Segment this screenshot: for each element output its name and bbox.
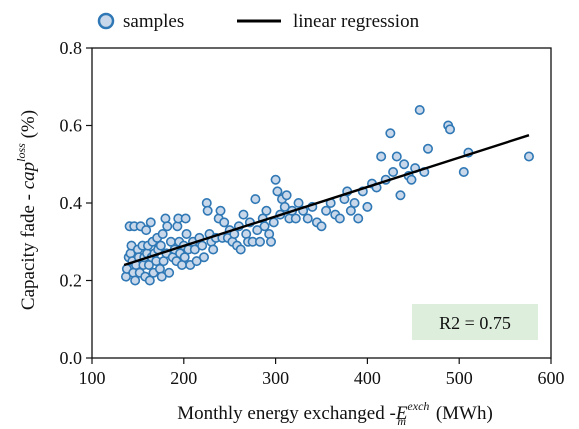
sample-point <box>202 205 213 216</box>
sample-point <box>349 198 360 209</box>
sample-point <box>179 252 190 263</box>
sample-point <box>268 217 279 228</box>
regression-line <box>123 134 530 267</box>
sample-point <box>254 236 265 247</box>
sample-point <box>215 205 226 216</box>
sample-point <box>157 229 168 240</box>
sample-point <box>399 159 410 170</box>
sample-point <box>316 221 327 232</box>
sample-point <box>261 205 272 216</box>
sample-point <box>345 205 356 216</box>
sample-points <box>120 105 534 286</box>
sample-point <box>376 151 387 162</box>
y-tick-label: 0.0 <box>60 348 83 368</box>
sample-point <box>259 221 270 232</box>
sample-point <box>130 275 141 286</box>
sample-point <box>197 240 208 251</box>
x-axis-ticks: 100 200 300 400 500 600 <box>79 358 565 388</box>
sample-point <box>406 174 417 185</box>
y-tick-label: 0.2 <box>60 271 83 291</box>
sample-point <box>422 143 433 154</box>
sample-point <box>198 252 209 263</box>
sample-point <box>235 244 246 255</box>
y-tick-label: 0.8 <box>60 38 83 58</box>
y-axis-label: Capacity fade - caploss (%) <box>14 110 39 310</box>
regression-line-group <box>123 134 530 267</box>
sample-point <box>290 213 301 224</box>
sample-point <box>144 275 155 286</box>
sample-point <box>321 205 332 216</box>
sample-point <box>395 190 406 201</box>
sample-point <box>281 190 292 201</box>
r2-annotation-text: R2 = 0.75 <box>439 313 511 333</box>
sample-point <box>293 198 304 209</box>
y-tick-label: 0.6 <box>60 116 83 136</box>
x-tick-label: 300 <box>262 368 289 388</box>
sample-point <box>155 240 166 251</box>
sample-point <box>445 124 456 135</box>
sample-point <box>458 167 469 178</box>
x-axis-label: Monthly energy exchanged -Eexch m (MWh) <box>177 399 493 428</box>
sample-point <box>208 244 219 255</box>
r2-annotation-box <box>412 304 538 340</box>
legend-regression-label: linear regression <box>293 11 420 32</box>
x-tick-label: 100 <box>79 368 106 388</box>
sample-point <box>272 186 283 197</box>
sample-point <box>145 217 156 228</box>
sample-point <box>164 267 175 278</box>
y-axis-ticks: 0.0 0.2 0.4 0.6 0.8 <box>60 38 92 368</box>
x-tick-label: 500 <box>446 368 473 388</box>
sample-point <box>238 209 249 220</box>
sample-point <box>388 167 399 178</box>
sample-point <box>141 225 152 236</box>
sample-point <box>334 213 345 224</box>
sample-point <box>162 221 173 232</box>
sample-point <box>523 151 534 162</box>
x-tick-label: 600 <box>538 368 565 388</box>
sample-point <box>219 217 230 228</box>
y-tick-label: 0.4 <box>60 193 83 213</box>
r2-annotation: R2 = 0.75 <box>412 304 538 340</box>
sample-point <box>362 201 373 212</box>
sample-point <box>270 174 281 185</box>
legend-samples-marker <box>97 12 115 30</box>
legend-samples-label: samples <box>123 11 184 32</box>
sample-point <box>180 213 191 224</box>
sample-point <box>385 128 396 139</box>
sample-point <box>353 213 364 224</box>
sample-point <box>181 229 192 240</box>
sample-point <box>391 151 402 162</box>
x-tick-label: 200 <box>170 368 197 388</box>
sample-point <box>250 194 261 205</box>
sample-point <box>302 213 313 224</box>
x-tick-label: 400 <box>354 368 381 388</box>
sample-point <box>414 105 425 116</box>
sample-point <box>266 236 277 247</box>
legend: samples linear regression <box>97 11 420 32</box>
